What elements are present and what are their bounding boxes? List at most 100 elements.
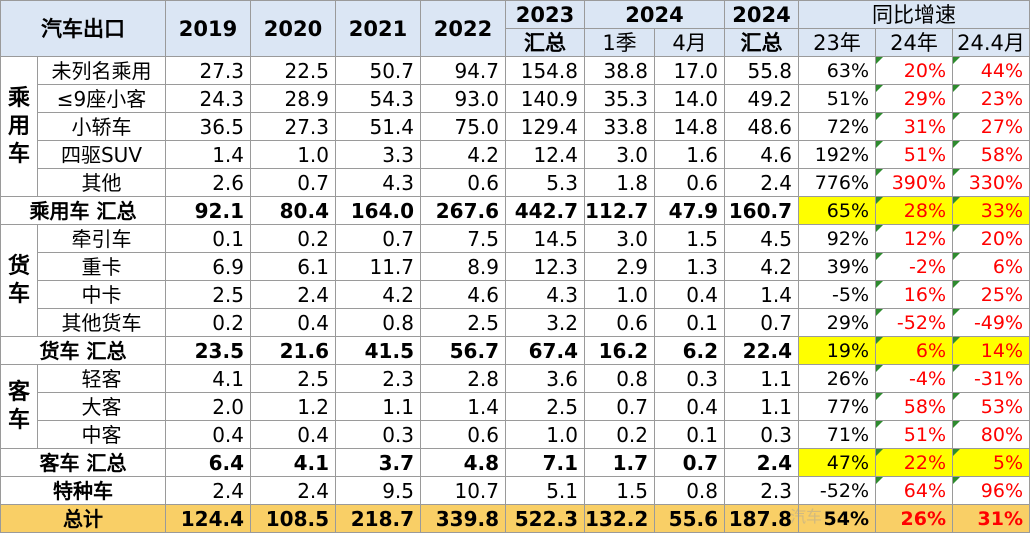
value-cell: 2.0 bbox=[165, 392, 251, 421]
value-cell: 1.0 bbox=[584, 280, 655, 309]
header-row-1: 汽车出口 2019 2020 2021 2022 2023 2024 2024 … bbox=[0, 0, 1031, 57]
row-label: 大客 bbox=[37, 392, 166, 421]
value-cell: 28.9 bbox=[250, 84, 336, 113]
yoy-cell: 20% bbox=[952, 224, 1031, 253]
row-label: 货车 汇总 bbox=[0, 336, 166, 365]
yoy-cell: 28% bbox=[875, 196, 954, 225]
value-cell: 112.7 bbox=[584, 196, 655, 225]
yoy-cell: 23% bbox=[952, 84, 1031, 113]
row-label: 小轿车 bbox=[37, 112, 166, 141]
value-cell: 4.3 bbox=[505, 280, 585, 309]
summary-row: 货车 汇总 23.5 21.6 41.5 56.7 67.4 16.2 6.2 22.4 19% 6… bbox=[0, 336, 1031, 365]
value-cell: 94.7 bbox=[420, 56, 506, 85]
value-cell: 6.2 bbox=[653, 336, 726, 365]
value-cell: 0.7 bbox=[724, 308, 800, 337]
table-row: 中客 0.4 0.4 0.3 0.6 1.0 0.2 0.1 0.3 71% 51% 80% bbox=[1, 420, 1031, 449]
value-cell: 55.8 bbox=[724, 56, 800, 85]
value-cell: 4.6 bbox=[724, 140, 800, 169]
yoy-cell: 47% bbox=[798, 448, 877, 477]
value-cell: 4.3 bbox=[335, 168, 421, 197]
value-cell: 154.8 bbox=[505, 56, 585, 85]
value-cell: 0.7 bbox=[250, 168, 336, 197]
value-cell: 0.4 bbox=[653, 280, 726, 309]
value-cell: 160.7 bbox=[724, 196, 800, 225]
value-cell: 0.1 bbox=[165, 224, 251, 253]
table-row: 货车牵引车 0.1 0.2 0.7 7.5 14.5 3.0 1.5 4.5 92% 12% 20% bbox=[0, 224, 1031, 337]
value-cell: 2.4 bbox=[250, 280, 336, 309]
value-cell: 4.1 bbox=[165, 364, 251, 393]
value-cell: 0.4 bbox=[250, 420, 336, 449]
value-cell: 27.3 bbox=[250, 112, 336, 141]
table-row: 四驱SUV 1.4 1.0 3.3 4.2 12.4 3.0 1.6 4.6 192% 51% 58% bbox=[1, 140, 1031, 169]
table-row: 其他货车 0.2 0.4 0.8 2.5 3.2 0.6 0.1 0.7 29% -52% -49% bbox=[1, 308, 1031, 337]
value-cell: 0.4 bbox=[250, 308, 336, 337]
value-cell: 4.5 bbox=[724, 224, 800, 253]
yoy-cell: 53% bbox=[952, 392, 1031, 421]
value-cell: 7.1 bbox=[505, 448, 585, 477]
value-cell: 1.0 bbox=[250, 140, 336, 169]
yoy-cell: 77% bbox=[798, 392, 877, 421]
value-cell: 0.2 bbox=[165, 308, 251, 337]
header-2020: 2020 bbox=[250, 0, 336, 57]
value-cell: 38.8 bbox=[584, 56, 655, 85]
yoy-cell: 31% bbox=[952, 504, 1031, 533]
yoy-cell: 51% bbox=[875, 420, 954, 449]
value-cell: 75.0 bbox=[420, 112, 506, 141]
value-cell: 2.5 bbox=[505, 392, 585, 421]
table-row: 小轿车 36.5 27.3 51.4 75.0 129.4 33.8 14.8 48.6 72% 3… bbox=[1, 112, 1031, 141]
value-cell: 1.1 bbox=[335, 392, 421, 421]
value-cell: 41.5 bbox=[335, 336, 421, 365]
value-cell: 0.8 bbox=[584, 364, 655, 393]
row-label: 客车 汇总 bbox=[0, 448, 166, 477]
yoy-cell: 22% bbox=[875, 448, 954, 477]
value-cell: 55.6 bbox=[653, 504, 726, 533]
value-cell: 4.2 bbox=[335, 280, 421, 309]
value-cell: 0.8 bbox=[335, 308, 421, 337]
value-cell: 0.3 bbox=[724, 420, 800, 449]
value-cell: 67.4 bbox=[505, 336, 585, 365]
table-row: 乘用车未列名乘用 27.3 22.5 50.7 94.7 154.8 38.8 17.0 55.… bbox=[0, 56, 1031, 197]
table-row: 特种车 2.4 2.4 9.5 10.7 5.1 1.5 0.8 2.3 -52% 64% 96% bbox=[0, 476, 1031, 505]
value-cell: 0.6 bbox=[584, 308, 655, 337]
header-2023-sub: 汇总 bbox=[505, 28, 585, 57]
value-cell: 1.5 bbox=[584, 476, 655, 505]
yoy-cell: 96% bbox=[952, 476, 1031, 505]
row-label: 其他 bbox=[37, 168, 166, 197]
value-cell: 2.3 bbox=[724, 476, 800, 505]
header-apr: 4月 bbox=[653, 28, 726, 57]
value-cell: 22.4 bbox=[724, 336, 800, 365]
value-cell: 22.5 bbox=[250, 56, 336, 85]
yoy-cell: 776% bbox=[798, 168, 877, 197]
value-cell: 92.1 bbox=[165, 196, 251, 225]
value-cell: 2.4 bbox=[724, 168, 800, 197]
table-row: ≤9座小客 24.3 28.9 54.3 93.0 140.9 35.3 14.0 49.2 51… bbox=[1, 84, 1031, 113]
value-cell: 80.4 bbox=[250, 196, 336, 225]
yoy-cell: 6% bbox=[952, 252, 1031, 281]
row-label: 中客 bbox=[37, 420, 166, 449]
value-cell: 124.4 bbox=[165, 504, 251, 533]
value-cell: 1.0 bbox=[505, 420, 585, 449]
yoy-cell: 58% bbox=[875, 392, 954, 421]
value-cell: 5.3 bbox=[505, 168, 585, 197]
value-cell: 442.7 bbox=[505, 196, 585, 225]
value-cell: 2.9 bbox=[584, 252, 655, 281]
value-cell: 6.1 bbox=[250, 252, 336, 281]
header-yoy-24-4: 24.4月 bbox=[952, 28, 1031, 57]
value-cell: 0.2 bbox=[584, 420, 655, 449]
value-cell: 4.1 bbox=[250, 448, 336, 477]
value-cell: 1.4 bbox=[724, 280, 800, 309]
yoy-cell: 64% bbox=[875, 476, 954, 505]
yoy-cell: 51% bbox=[798, 84, 877, 113]
header-yoy: 同比增速 bbox=[798, 0, 1031, 29]
value-cell: 0.6 bbox=[653, 168, 726, 197]
value-cell: 6.9 bbox=[165, 252, 251, 281]
value-cell: 2.5 bbox=[250, 364, 336, 393]
yoy-cell: -52% bbox=[875, 308, 954, 337]
yoy-cell: 27% bbox=[952, 112, 1031, 141]
row-label: ≤9座小客 bbox=[37, 84, 166, 113]
value-cell: 4.2 bbox=[724, 252, 800, 281]
yoy-cell: 54% bbox=[798, 504, 877, 533]
value-cell: 7.5 bbox=[420, 224, 506, 253]
value-cell: 0.4 bbox=[653, 392, 726, 421]
value-cell: 1.1 bbox=[724, 364, 800, 393]
